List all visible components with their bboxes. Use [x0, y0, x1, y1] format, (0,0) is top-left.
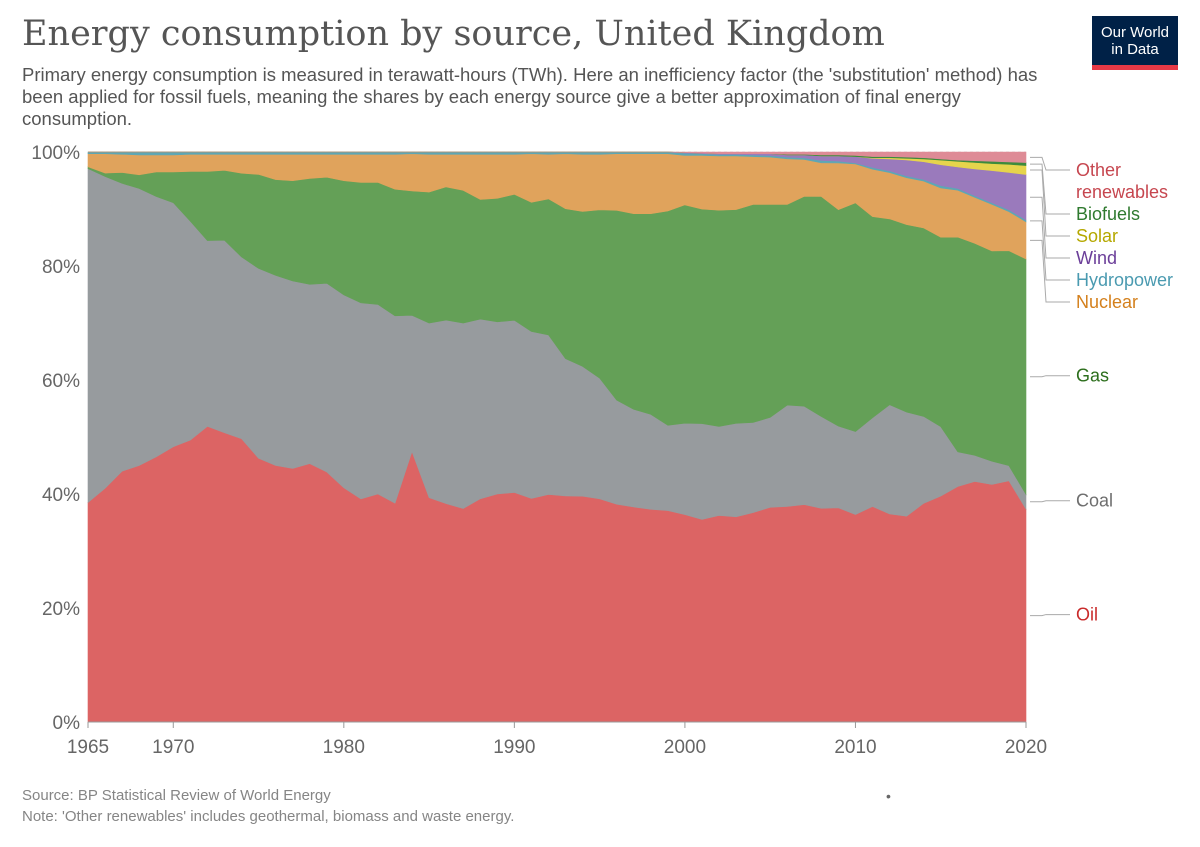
x-tick-label: 1990	[493, 737, 535, 758]
chart-title: Energy consumption by source, United Kin…	[22, 14, 885, 54]
leader-line-gas	[1030, 375, 1070, 378]
owid-logo[interactable]: Our World in Data	[1092, 16, 1178, 70]
series-label-nuclear[interactable]: Nuclear	[1076, 292, 1138, 312]
y-tick-label: 80%	[42, 257, 80, 278]
x-tick-label: 1965	[67, 737, 109, 758]
series-label-solar[interactable]: Solar	[1076, 226, 1118, 246]
leader-line-coal	[1030, 500, 1070, 503]
footnote: Note: 'Other renewables' includes geothe…	[22, 808, 515, 825]
leader-line-hydropower	[1030, 220, 1070, 281]
series-label-other-renewables[interactable]: renewables	[1076, 182, 1168, 202]
source-note: Source: BP Statistical Review of World E…	[22, 787, 331, 804]
y-tick-label: 100%	[31, 143, 80, 164]
series-label-biofuels[interactable]: Biofuels	[1076, 204, 1140, 224]
x-tick-label: 1970	[152, 737, 194, 758]
series-label-other-renewables[interactable]: Other	[1076, 160, 1121, 180]
x-tick-label: 2000	[664, 737, 706, 758]
leader-line-nuclear	[1030, 239, 1070, 303]
y-tick-label: 0%	[53, 713, 81, 734]
leader-line-wind	[1030, 196, 1070, 259]
x-tick-label: 2010	[834, 737, 876, 758]
series-label-coal[interactable]: Coal	[1076, 491, 1113, 511]
leader-line-other-renewables	[1030, 156, 1070, 171]
leader-line-biofuels	[1030, 163, 1070, 215]
logo-accent-bar	[1092, 65, 1178, 70]
label-layer: OtherrenewablesBiofuelsSolarWindHydropow…	[1030, 156, 1173, 625]
x-tick-label: 2020	[1005, 737, 1047, 758]
axis-layer: 0% 20% 40% 60% 80% 100% 1965 1970 1980 1990 2000 20…	[31, 143, 1047, 758]
area-other-renewables[interactable]	[88, 151, 1027, 163]
chart-subtitle: Primary energy consumption is measured i…	[22, 64, 1038, 129]
series-label-oil[interactable]: Oil	[1076, 605, 1098, 625]
leader-line-solar	[1030, 169, 1070, 237]
series-label-hydropower[interactable]: Hydropower	[1076, 270, 1173, 290]
footer-dot: •	[886, 788, 891, 804]
logo-line-1: Our World	[1100, 24, 1170, 41]
x-tick-label: 1980	[323, 737, 365, 758]
logo-line-2: in Data	[1111, 41, 1159, 58]
y-tick-label: 20%	[42, 599, 80, 620]
series-label-wind[interactable]: Wind	[1076, 248, 1117, 268]
y-tick-label: 40%	[42, 485, 80, 506]
series-label-gas[interactable]: Gas	[1076, 366, 1109, 386]
area-layer	[87, 151, 1027, 723]
y-tick-label: 60%	[42, 371, 80, 392]
leader-line-oil	[1030, 614, 1070, 617]
